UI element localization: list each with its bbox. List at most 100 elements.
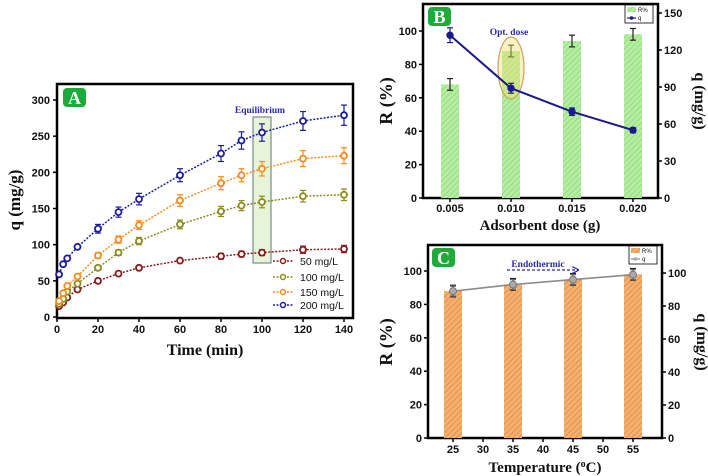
data-point [135,221,143,230]
data-point [237,250,246,258]
y-right-tick-label: 120 [664,45,682,57]
legend-marker [279,273,287,281]
y-right-tick-label: 30 [664,156,676,168]
data-point [299,192,307,201]
data-point [94,276,102,285]
legend-marker [279,257,287,265]
data-point [258,164,266,173]
opt-dose-label: Opt. dose [490,28,529,38]
y-tick-label: 0 [44,312,50,324]
x-axis-label: Time (min) [167,342,244,359]
y-right-tick-label: 20 [668,400,680,412]
legend-marker [279,288,287,296]
y-tick-label: 0 [411,193,417,205]
bar-r-percent [502,51,520,198]
plot-frame [426,243,664,440]
y-tick-label: 20 [410,400,422,412]
q-line [449,34,634,132]
x-tick-label: 0.010 [497,203,525,215]
data-point [176,220,184,229]
x-tick-label: 20 [92,324,104,336]
panel-badge-label: A [68,88,81,108]
x-axis-label-text: Temperature ( [489,460,581,476]
x-tick-label: 30 [477,444,489,456]
endothermic-label: Endothermic [511,260,564,270]
equilibrium-label: Equilibrium [235,106,285,116]
panel-badge [432,248,455,267]
data-point [340,245,348,253]
panel-badge-label: C [437,248,450,268]
data-point [114,235,123,244]
legend-swatch-bar [627,7,636,12]
data-point [55,270,63,279]
data-point [237,201,246,210]
data-point [299,154,307,163]
data-point [217,207,225,216]
q-point [568,107,576,116]
legend-label: R% [638,8,648,14]
data-point [94,224,102,233]
data-point [176,196,184,205]
y-right-tick-label: 60 [664,119,676,131]
x-tick-label: 100 [253,324,271,336]
y-tick-label: 200 [32,167,50,179]
data-point [135,237,143,245]
legend-label: R% [642,249,652,255]
plot-frame [55,82,355,320]
bar-r-percent [624,34,642,199]
data-point [237,136,246,145]
data-point [237,171,246,180]
data-point [176,171,184,180]
y-right-tick-label: 80 [668,301,680,313]
y-right-tick-label: 0 [668,433,674,445]
q-point [446,31,454,39]
data-point [73,279,82,288]
data-point [176,256,184,265]
data-point [94,251,102,260]
q-line [452,273,634,292]
panel-badge [63,88,86,107]
data-point [340,190,348,199]
y-tick-label: 50 [38,276,50,288]
y-axis-label: R (%) [376,318,397,366]
q-point [629,126,637,134]
y-right-axis-label: q (mg/g) [693,313,708,370]
data-point [217,149,225,158]
y-tick-label: 20 [405,160,417,172]
y-right-tick-label: 0 [664,193,670,205]
equilibrium-region [252,116,272,264]
x-tick-label: 45 [567,444,579,456]
x-axis-label-unit: C) [586,460,602,476]
q-point [569,275,577,284]
legend-label: q [642,257,645,263]
data-point [114,208,123,217]
data-point [217,252,225,261]
q-point [507,84,515,92]
plot-frame [421,2,660,200]
legend-marker [633,257,638,261]
panel-badge-label: B [433,7,445,27]
bar-r-percent [563,41,581,198]
data-point [59,260,68,269]
panel-badge [428,7,451,26]
x-tick-label: 80 [215,324,227,336]
y-right-tick-label: 60 [668,334,680,346]
data-point [55,297,63,305]
y-tick-label: 250 [32,131,50,143]
panel-b-dose: Opt. dose 0.005 0.010 0.015 0.020 0 20 40 60 80 10… [376,2,708,234]
q-point [509,280,517,289]
data-point [340,111,348,120]
x-axis-label-degree: o [581,459,586,470]
x-tick-label: 140 [335,324,353,336]
bar-r-percent [564,279,582,438]
y-right-tick-label: 40 [668,367,680,379]
data-point [94,263,102,272]
y-right-tick-label: 90 [664,82,676,94]
data-point [63,254,72,263]
data-point [63,281,72,290]
y-tick-label: 80 [410,299,422,311]
y-axis-label: q (mg/g) [5,170,24,231]
y-tick-label: 80 [405,59,417,71]
q-point [629,270,637,279]
